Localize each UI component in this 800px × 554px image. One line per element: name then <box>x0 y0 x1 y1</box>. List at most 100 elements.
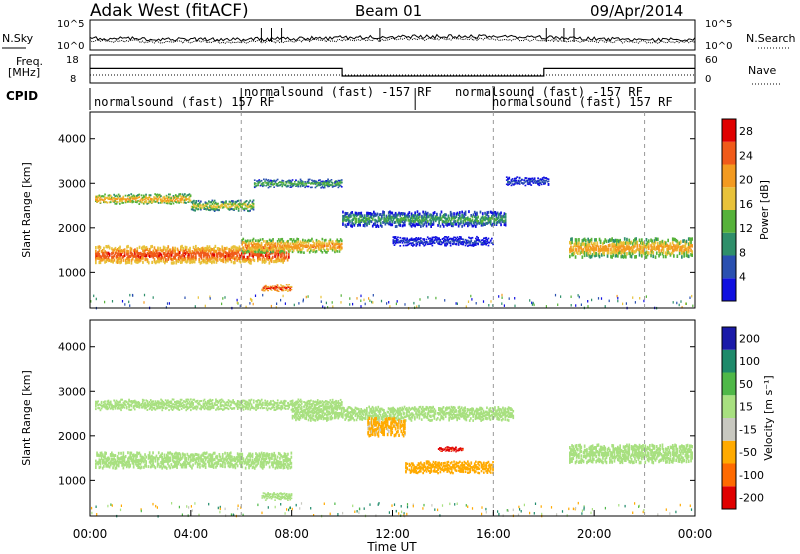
scatter-speck <box>534 502 537 505</box>
band-cell <box>256 457 258 460</box>
band-cell <box>327 185 329 188</box>
band-cell <box>577 251 579 255</box>
band-cell <box>143 253 145 257</box>
band-cell <box>108 252 111 257</box>
band-cell <box>111 451 113 455</box>
band-cell <box>123 400 126 403</box>
band-cell <box>277 181 280 184</box>
band-cell <box>229 201 232 204</box>
band-cell <box>591 243 594 248</box>
band-cell <box>196 402 199 405</box>
band-cell <box>274 251 276 255</box>
band-cell <box>687 242 690 246</box>
band-cell <box>154 456 157 460</box>
band-cell <box>412 216 414 220</box>
scatter-speck <box>518 505 520 509</box>
band-cell <box>633 245 635 249</box>
band-cell <box>129 198 131 201</box>
band-cell <box>279 465 281 469</box>
band-cell <box>270 289 273 291</box>
band-cell <box>651 245 653 250</box>
band-cell <box>248 210 250 213</box>
scatter-speck <box>95 505 97 508</box>
band-cell <box>157 457 160 461</box>
band-cell <box>167 457 169 460</box>
band-cell <box>261 258 264 262</box>
band-cell <box>144 195 146 198</box>
band-cell <box>147 403 150 406</box>
band-cell <box>283 286 286 289</box>
scatter-speck <box>497 510 499 513</box>
band-cell <box>209 201 211 204</box>
band-cell <box>327 178 329 181</box>
band-cell <box>157 202 160 204</box>
band-cell <box>586 244 588 248</box>
band-cell <box>139 258 142 262</box>
band-cell <box>599 248 602 252</box>
band-cell <box>455 215 458 219</box>
band-cell <box>312 183 314 185</box>
band-cell <box>203 204 206 207</box>
band-cell <box>402 244 405 247</box>
band-cell <box>251 201 254 204</box>
band-cell <box>182 251 184 255</box>
band-cell <box>449 244 452 247</box>
band-cell <box>290 181 293 184</box>
band-cell <box>408 222 411 226</box>
band-cell <box>336 181 339 183</box>
band-cell <box>120 456 122 460</box>
band-cell <box>577 244 579 248</box>
band-cell <box>617 254 619 258</box>
band-cell <box>194 461 197 465</box>
band-cell <box>235 251 237 255</box>
band-cell <box>265 242 267 245</box>
band-cell <box>263 457 265 461</box>
band-cell <box>456 240 459 243</box>
band-cell <box>350 214 352 218</box>
band-cell <box>226 203 229 206</box>
band-cell <box>263 182 265 184</box>
band-cell <box>237 459 240 462</box>
band-cell <box>129 254 132 258</box>
band-cell <box>512 183 515 186</box>
band-cell <box>488 241 491 244</box>
band-cell <box>105 255 108 259</box>
band-cell <box>203 260 205 264</box>
band-cell <box>137 405 140 408</box>
band-cell <box>582 238 585 242</box>
band-cell <box>97 253 99 257</box>
band-cell <box>394 239 397 242</box>
band-cell <box>221 203 224 206</box>
band-cell <box>155 197 158 200</box>
band-cell <box>530 178 533 180</box>
band-cell <box>188 248 190 252</box>
band-cell <box>440 217 443 221</box>
band-cell <box>429 213 431 217</box>
band-cell <box>143 456 145 460</box>
band-cell <box>347 220 350 224</box>
band-cell <box>247 239 249 242</box>
band-cell <box>306 180 309 183</box>
band-cell <box>105 458 107 461</box>
band-cell <box>180 201 183 204</box>
band-cell <box>167 451 169 455</box>
band-cell <box>242 246 245 249</box>
band-cell <box>684 240 687 245</box>
band-cell <box>674 237 676 242</box>
scatter-speck <box>257 503 259 507</box>
band-cell <box>140 460 143 464</box>
band-cell <box>459 238 461 240</box>
band-cell <box>257 255 259 259</box>
band-cell <box>606 251 609 255</box>
band-cell <box>483 242 485 245</box>
band-cell <box>145 404 148 407</box>
band-cell <box>284 184 287 187</box>
band-cell <box>334 185 336 187</box>
band-cell <box>643 243 645 248</box>
band-cell <box>500 223 502 227</box>
band-cell <box>392 240 395 243</box>
band-cell <box>572 245 575 250</box>
band-cell <box>141 201 144 204</box>
band-cell <box>107 456 110 460</box>
band-cell <box>243 460 246 464</box>
